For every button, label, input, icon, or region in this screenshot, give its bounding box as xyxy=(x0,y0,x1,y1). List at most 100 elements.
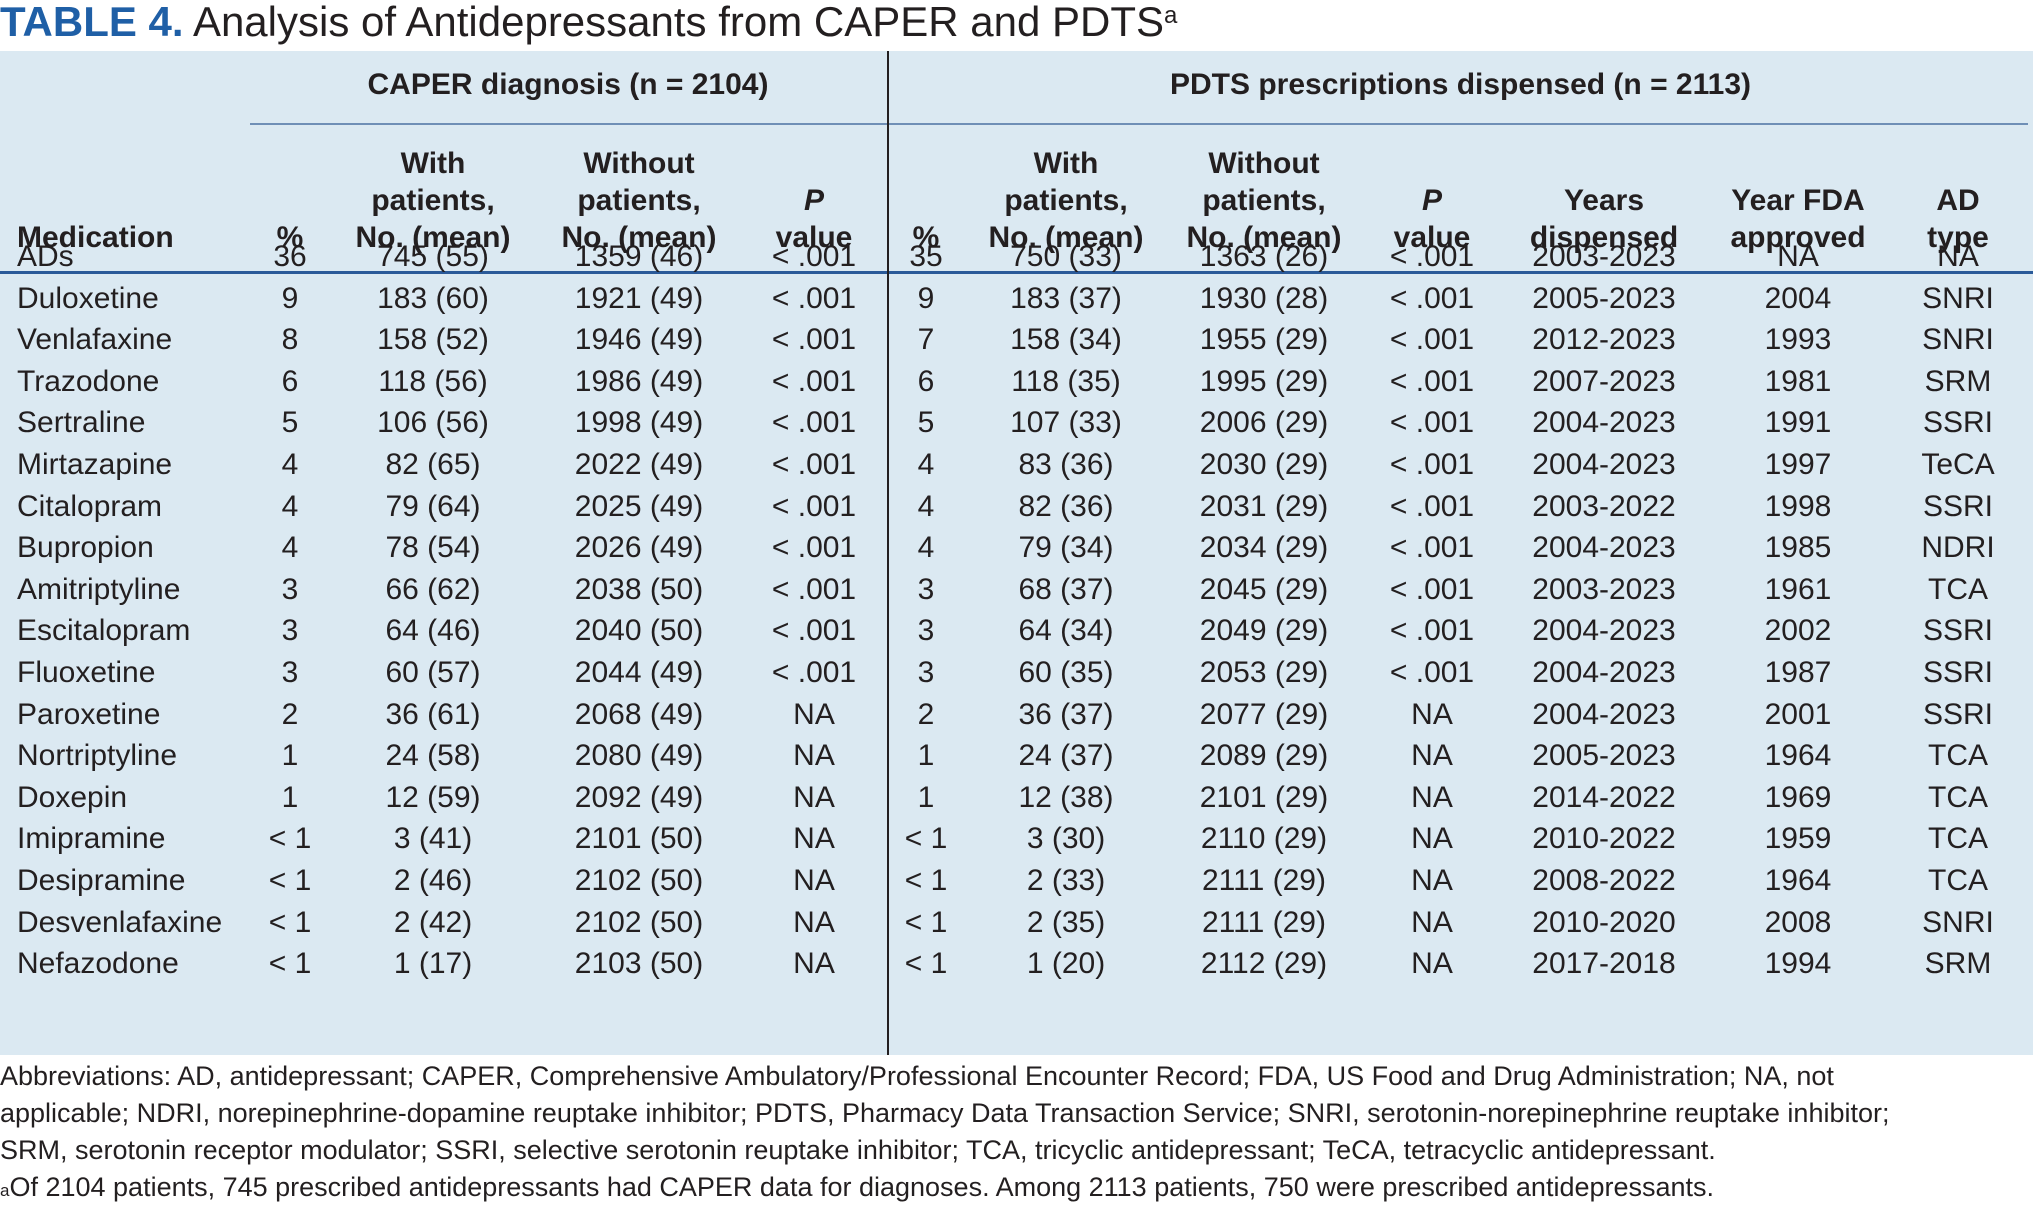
cell-pdts-pct: 35 xyxy=(909,240,943,273)
cell-caper-pct: 36 xyxy=(273,240,307,273)
cell-caper-pct: 5 xyxy=(281,406,299,440)
cell-caper-p: < .001 xyxy=(771,489,857,523)
cell-years-dispensed: 2003-2023 xyxy=(1532,572,1676,606)
cell-caper-pct: < 1 xyxy=(268,947,312,981)
cell-years-dispensed: 2004-2023 xyxy=(1532,656,1676,689)
cell-caper-without: 2025 (49) xyxy=(574,489,704,523)
cell-year-fda-approved: 2008 xyxy=(1764,905,1832,939)
cell-medication: Desipramine xyxy=(17,864,186,897)
cell-medication: Nortriptyline xyxy=(17,739,178,773)
cell-caper-pct: 4 xyxy=(281,448,299,481)
cell-pdts-pct: < 1 xyxy=(904,947,948,981)
cell-pdts-pct: < 1 xyxy=(904,905,948,939)
cell-caper-pct: 8 xyxy=(281,323,299,357)
cell-pdts-p: NA xyxy=(1411,697,1453,731)
cell-pdts-with: 158 (34) xyxy=(1010,323,1122,357)
cell-caper-with: 2 (46) xyxy=(393,864,473,897)
col-header-caper-p: P xyxy=(803,184,824,217)
col-header-ad-type: AD xyxy=(1936,184,1980,217)
cell-pdts-without: 1955 (29) xyxy=(1199,323,1329,357)
cell-caper-without: 2038 (50) xyxy=(574,572,704,606)
cell-medication: Doxepin xyxy=(17,780,128,814)
cell-year-fda-approved: 2002 xyxy=(1764,614,1832,648)
cell-pdts-pct: 1 xyxy=(917,780,935,814)
data-table: CAPER diagnosis (n = 2104) PDTS prescrip… xyxy=(0,51,2033,1055)
cell-caper-with: 745 (55) xyxy=(377,240,489,273)
cell-pdts-p: NA xyxy=(1411,822,1453,856)
cell-pdts-without: 2049 (29) xyxy=(1199,614,1329,648)
cell-years-dispensed: 2004-2023 xyxy=(1532,448,1676,481)
cell-caper-pct: 1 xyxy=(281,739,299,773)
cell-ad-type: SRM xyxy=(1924,364,1992,398)
cell-ad-type: SSRI xyxy=(1922,697,1994,731)
cell-years-dispensed: 2014-2022 xyxy=(1532,780,1676,814)
cell-caper-pct: 3 xyxy=(281,656,299,689)
cell-caper-without: 1946 (49) xyxy=(574,323,704,357)
cell-pdts-without: 2111 (29) xyxy=(1202,864,1326,897)
cell-caper-pct: 3 xyxy=(281,614,299,648)
cell-pdts-without: 2034 (29) xyxy=(1199,531,1329,565)
col-header-ad-type: type xyxy=(1927,221,1989,254)
abbreviations-line: SRM, serotonin receptor modulator; SSRI,… xyxy=(0,1135,1716,1165)
cell-year-fda-approved: 1987 xyxy=(1764,656,1832,689)
col-header-pdts-without: Without xyxy=(1208,147,1320,180)
col-header-pdts-with: patients, xyxy=(1004,184,1128,217)
cell-medication: Nefazodone xyxy=(17,947,179,981)
cell-caper-with: 60 (57) xyxy=(385,656,481,689)
cell-medication: Imipramine xyxy=(17,822,166,856)
cell-years-dispensed: 2004-2023 xyxy=(1532,697,1676,731)
cell-pdts-without: 2089 (29) xyxy=(1199,739,1329,773)
cell-year-fda-approved: 1994 xyxy=(1764,947,1832,981)
col-header-caper-p: value xyxy=(775,221,853,254)
cell-pdts-without: 1930 (28) xyxy=(1199,281,1329,315)
col-header-caper-without: No. (mean) xyxy=(561,221,717,254)
cell-ad-type: TCA xyxy=(1928,822,1988,856)
cell-caper-with: 3 (41) xyxy=(393,822,473,856)
cell-pdts-p: < .001 xyxy=(1389,240,1475,273)
cell-caper-with: 158 (52) xyxy=(377,323,489,357)
cell-caper-pct: 3 xyxy=(281,572,299,606)
col-header-years-dispensed: dispensed xyxy=(1529,221,1679,254)
cell-medication: Citalopram xyxy=(17,489,163,523)
cell-caper-without: 2026 (49) xyxy=(574,531,704,565)
cell-pdts-with: 2 (35) xyxy=(1026,905,1106,939)
cell-caper-p: < .001 xyxy=(771,656,857,689)
cell-medication: Escitalopram xyxy=(17,614,191,648)
cell-years-dispensed: 2010-2022 xyxy=(1532,822,1676,856)
cell-caper-without: 2092 (49) xyxy=(574,780,704,814)
cell-years-dispensed: 2017-2018 xyxy=(1532,947,1676,981)
cell-caper-without: 1921 (49) xyxy=(574,281,704,315)
cell-pdts-p: < .001 xyxy=(1389,323,1475,357)
cell-caper-pct: 6 xyxy=(281,364,299,398)
cell-pdts-p: NA xyxy=(1411,739,1453,773)
cell-pdts-p: NA xyxy=(1411,780,1453,814)
cell-caper-p: NA xyxy=(793,697,835,731)
cell-years-dispensed: 2004-2023 xyxy=(1532,614,1676,648)
cell-caper-pct: 1 xyxy=(281,780,299,814)
cell-ad-type: TCA xyxy=(1928,739,1988,773)
abbreviations-line: Abbreviations: AD, antidepressant; CAPER… xyxy=(0,1061,1834,1091)
cell-pdts-p: < .001 xyxy=(1389,531,1475,565)
cell-pdts-pct: 3 xyxy=(917,656,935,689)
col-header-caper-with: With xyxy=(400,147,466,180)
cell-caper-without: 2102 (50) xyxy=(574,905,704,939)
cell-pdts-without: 2110 (29) xyxy=(1200,822,1328,856)
table-number: TABLE 4. xyxy=(0,0,184,45)
cell-ad-type: SNRI xyxy=(1922,905,1994,939)
col-header-years-dispensed: Years xyxy=(1563,184,1645,217)
cell-pdts-p: < .001 xyxy=(1389,572,1475,606)
col-header-pdts-p: P xyxy=(1421,184,1442,217)
title-footnote-marker: a xyxy=(1164,2,1178,29)
cell-caper-p: < .001 xyxy=(771,614,857,648)
col-header-year-fda-approved: Year FDA xyxy=(1731,184,1865,217)
cell-caper-p: NA xyxy=(793,864,835,897)
cell-caper-with: 1 (17) xyxy=(393,947,473,981)
cell-caper-pct: < 1 xyxy=(268,864,312,897)
table-title: TABLE 4. Analysis of Antidepressants fro… xyxy=(0,0,1177,50)
cell-medication: ADs xyxy=(17,240,74,273)
cell-pdts-with: 68 (37) xyxy=(1018,572,1114,606)
cell-year-fda-approved: 1959 xyxy=(1764,822,1832,856)
cell-pdts-with: 24 (37) xyxy=(1018,739,1114,773)
cell-caper-p: NA xyxy=(793,905,835,939)
cell-pdts-without: 2030 (29) xyxy=(1199,448,1329,481)
